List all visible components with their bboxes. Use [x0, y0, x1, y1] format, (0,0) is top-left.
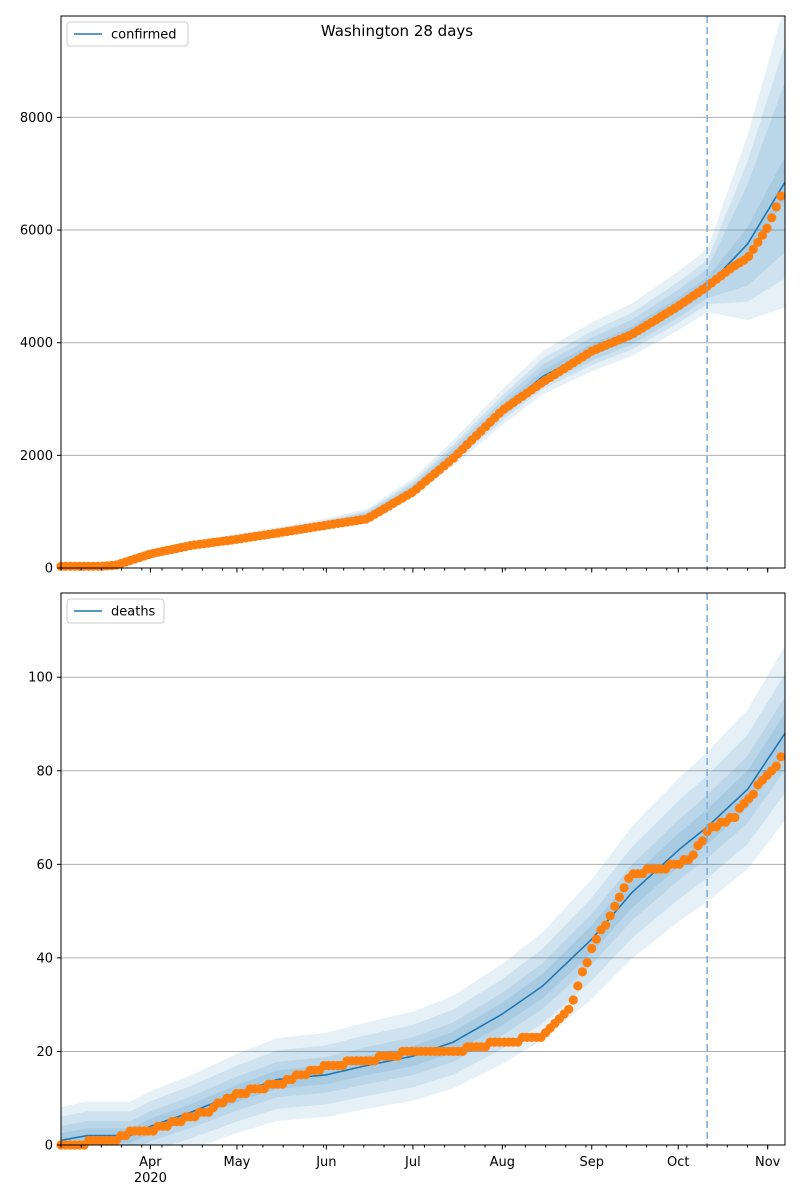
y-tick-label: 0	[45, 562, 53, 577]
y-tick-label: 80	[36, 764, 53, 779]
observed-point	[587, 943, 597, 954]
confirmed-panel: 0 2000 4000 6000 8000 confirmed	[20, 15, 786, 577]
y-tick-label: 100	[28, 671, 53, 686]
model-line	[61, 181, 786, 569]
observed-point	[591, 934, 602, 944]
y-tick-label: 60	[36, 858, 53, 873]
uncertainty-band	[61, 646, 785, 1145]
observed-point	[730, 812, 740, 823]
observed-point	[614, 892, 625, 902]
y-tick-label: 40	[36, 951, 53, 966]
observed-point	[610, 901, 620, 912]
observed-point	[568, 995, 578, 1005]
x-tick-label: Apr	[139, 1155, 162, 1170]
observed-point	[771, 202, 781, 212]
x-tick-label: Aug	[490, 1155, 515, 1170]
x-tick-label: Jun	[315, 1155, 336, 1170]
observed-point	[582, 958, 592, 968]
observed-point	[748, 244, 758, 254]
observed-point	[577, 967, 588, 977]
legend-box	[66, 21, 189, 47]
observed-point	[744, 251, 754, 261]
x-year-label: 2020	[134, 1171, 167, 1186]
observed-point	[688, 850, 698, 860]
y-tick-label: 4000	[20, 336, 53, 351]
plot-frame	[60, 15, 786, 569]
observed-point	[762, 223, 772, 233]
x-tick-label: May	[224, 1155, 251, 1170]
x-tick-label: Sep	[579, 1155, 604, 1170]
legend-label: confirmed	[111, 28, 177, 43]
observed-point	[601, 920, 611, 930]
legend-label: deaths	[111, 605, 156, 620]
y-tick-label: 6000	[20, 224, 53, 239]
y-tick-label: 0	[45, 1139, 53, 1154]
legend-box	[66, 598, 165, 624]
uncertainty-band	[61, 156, 785, 568]
chart-title: Washington 28 days	[321, 22, 473, 40]
observed-point	[753, 237, 763, 247]
uncertainty-band	[61, 712, 785, 1145]
observed-point	[776, 752, 786, 762]
y-tick-label: 20	[36, 1045, 53, 1060]
observed-point	[757, 230, 768, 240]
observed-point	[619, 883, 629, 893]
y-tick-label: 8000	[20, 111, 53, 126]
plot-frame	[60, 592, 786, 1146]
observed-point	[748, 789, 758, 799]
observed-point	[767, 213, 777, 223]
observed-point	[776, 191, 786, 201]
observed-point	[573, 981, 583, 991]
observed-point	[605, 911, 615, 921]
x-tick-label: Jul	[404, 1155, 421, 1170]
observed-point	[697, 836, 708, 846]
x-tick-label: Nov	[755, 1155, 781, 1170]
observed-point	[564, 1004, 574, 1014]
x-tick-label: Oct	[667, 1155, 689, 1170]
observed-point	[771, 761, 781, 771]
y-tick-label: 2000	[20, 449, 53, 464]
